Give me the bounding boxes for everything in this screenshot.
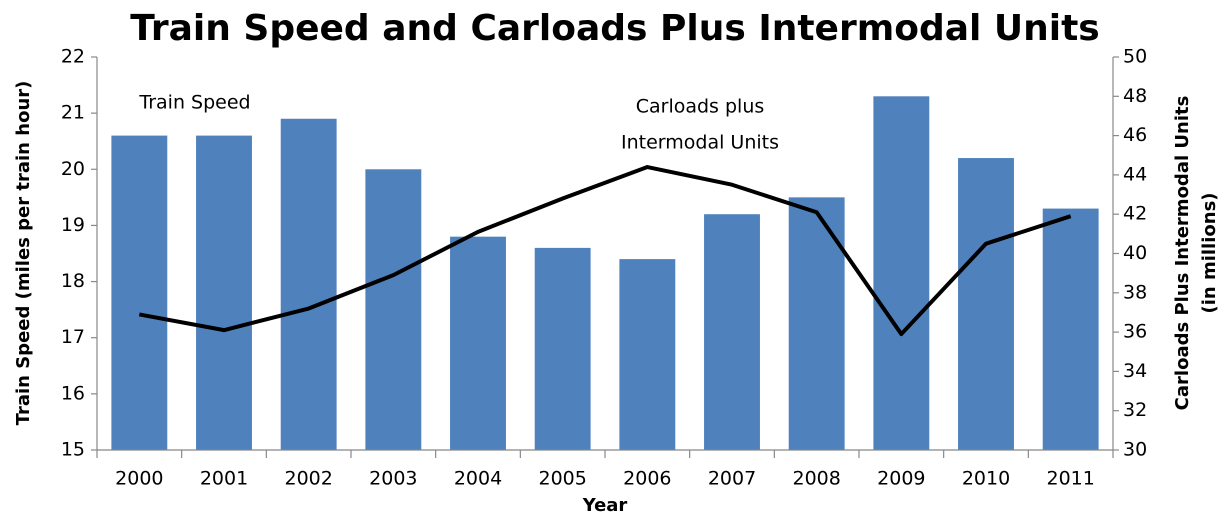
x-tick-label: 2008 (792, 468, 840, 490)
x-tick-label: 2002 (284, 468, 332, 490)
y2-tick-label: 44 (1123, 163, 1147, 185)
y2-axis-label: (in millions) (1199, 192, 1220, 313)
bar (111, 135, 168, 450)
x-tick-label: 2004 (454, 468, 502, 490)
y2-tick-label: 30 (1123, 439, 1147, 461)
x-tick-label: 2009 (877, 468, 925, 490)
chart-title: Train Speed and Carloads Plus Intermodal… (130, 8, 1100, 49)
line (138, 165, 1072, 337)
y-tick-label: 18 (61, 270, 85, 292)
x-tick-label: 2001 (200, 468, 248, 490)
bar (1042, 208, 1099, 450)
x-tick-label: 2003 (369, 468, 417, 490)
bar (873, 96, 930, 451)
bar (365, 169, 422, 451)
bar (788, 197, 845, 450)
y-axis-label: Train Speed (miles per train hour) (13, 81, 34, 426)
y-tick-label: 16 (61, 382, 85, 404)
y2-tick-label: 32 (1123, 399, 1147, 421)
bar (450, 236, 506, 450)
x-tick-label: 2010 (962, 468, 1010, 490)
x-tick-label: 2000 (115, 468, 163, 490)
annotation: Intermodal Units (621, 132, 779, 154)
y2-tick-label: 36 (1123, 321, 1147, 343)
x-tick-label: 2006 (623, 468, 671, 490)
y-tick-label: 22 (61, 46, 85, 68)
bar (280, 118, 337, 450)
y2-tick-label: 50 (1123, 46, 1147, 68)
x-tick-label: 2011 (1046, 468, 1094, 490)
y-tick-label: 17 (61, 326, 85, 348)
annotation: Train Speed (138, 92, 250, 114)
y-tick-label: 15 (61, 439, 85, 461)
annotation: Carloads plus (636, 96, 765, 118)
bar (534, 247, 591, 450)
y2-tick-label: 48 (1123, 85, 1147, 107)
y2-tick-label: 42 (1123, 203, 1147, 225)
bar (704, 214, 760, 450)
y2-tick-label: 46 (1123, 124, 1147, 146)
y2-axis-label: Carloads Plus Intermodal Units (1172, 96, 1193, 411)
x-tick-label: 2007 (708, 468, 756, 490)
y2-tick-label: 38 (1123, 281, 1147, 303)
y2-tick-label: 34 (1123, 360, 1147, 382)
bar (619, 259, 676, 450)
bar (958, 158, 1014, 451)
y-tick-label: 21 (61, 102, 85, 124)
y-tick-label: 19 (61, 214, 85, 236)
x-axis-label: Year (582, 495, 628, 516)
y2-tick-label: 40 (1123, 242, 1147, 264)
x-tick-label: 2005 (538, 468, 586, 490)
bar (196, 135, 252, 450)
y-tick-label: 20 (61, 158, 85, 180)
